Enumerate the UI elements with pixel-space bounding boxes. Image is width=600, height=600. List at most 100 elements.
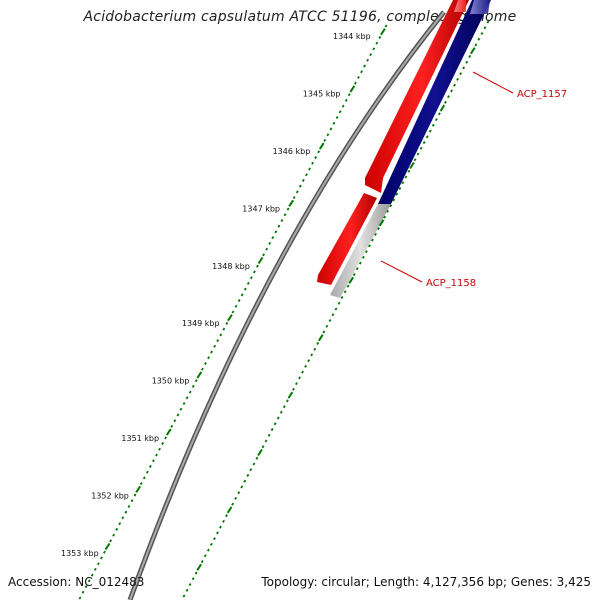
major-tick — [348, 276, 354, 284]
minor-tick — [191, 577, 195, 581]
gene-label-acp-1158[interactable]: ACP_1158 — [426, 278, 476, 289]
minor-tick — [317, 150, 321, 154]
minor-tick — [292, 387, 295, 391]
minor-tick — [216, 339, 220, 343]
minor-tick — [170, 424, 174, 428]
minor-tick — [87, 579, 91, 583]
minor-tick — [486, 20, 490, 24]
minor-tick — [329, 127, 333, 131]
major-tick — [288, 199, 294, 207]
minor-tick — [422, 141, 426, 145]
minor-tick — [355, 267, 359, 271]
minor-tick — [326, 133, 330, 137]
minor-tick — [447, 95, 450, 99]
minor-tick — [298, 376, 301, 380]
minor-tick — [118, 522, 122, 526]
minor-tick — [371, 238, 374, 242]
minor-tick — [374, 232, 377, 236]
major-tick — [104, 542, 111, 551]
minor-tick — [444, 100, 447, 104]
minor-tick — [325, 324, 329, 328]
major-tick — [349, 85, 356, 93]
minor-tick — [301, 370, 304, 374]
minor-tick — [234, 496, 238, 500]
minor-tick — [213, 344, 217, 348]
minor-tick — [265, 247, 269, 251]
gene-acp-1158-forward[interactable] — [317, 193, 377, 285]
minor-tick — [240, 485, 244, 489]
minor-tick — [283, 213, 287, 217]
minor-tick — [450, 89, 453, 93]
major-tick — [226, 506, 233, 514]
minor-tick — [219, 333, 223, 337]
gene-acp-1157-complement[interactable] — [378, 0, 491, 204]
minor-tick — [292, 196, 296, 200]
genome-backbone-highlight — [129, 11, 445, 600]
minor-tick — [249, 276, 253, 280]
minor-tick — [286, 207, 290, 211]
minor-tick — [372, 47, 376, 51]
minor-tick — [158, 447, 161, 451]
minor-tick — [465, 60, 469, 64]
minor-tick — [392, 198, 396, 202]
minor-tick — [243, 479, 247, 483]
minor-tick — [161, 442, 165, 446]
minor-tick — [437, 112, 441, 116]
major-tick — [380, 28, 386, 36]
minor-tick — [434, 118, 438, 122]
minor-tick — [127, 505, 131, 508]
minor-tick — [267, 433, 271, 437]
tick-row-outer — [78, 24, 388, 600]
minor-tick — [103, 550, 106, 554]
minor-tick — [277, 224, 281, 228]
callout-line-acp-1158 — [380, 260, 423, 283]
minor-tick — [194, 379, 198, 383]
minor-tick — [428, 129, 432, 133]
minor-tick — [310, 353, 314, 357]
minor-tick — [90, 573, 94, 577]
gene-label-acp-1157[interactable]: ACP_1157 — [517, 89, 567, 100]
minor-tick — [234, 304, 238, 308]
kbp-label: 1347 kbp — [242, 204, 280, 213]
minor-tick — [404, 175, 408, 179]
minor-tick — [231, 502, 235, 506]
genome-backbone — [127, 10, 446, 600]
minor-tick — [340, 296, 344, 299]
minor-tick — [313, 347, 317, 351]
minor-tick — [282, 405, 286, 409]
minor-tick — [179, 407, 183, 411]
minor-tick — [81, 590, 85, 594]
kbp-label: 1345 kbp — [303, 89, 341, 98]
accession-label: Accession: NC_012483 — [8, 575, 145, 589]
minor-tick — [200, 560, 204, 564]
minor-tick — [311, 161, 314, 165]
minor-tick — [274, 230, 278, 234]
minor-tick — [261, 445, 265, 449]
minor-tick — [188, 583, 192, 586]
major-tick — [227, 314, 233, 322]
minor-tick — [353, 81, 357, 85]
minor-tick — [270, 428, 274, 432]
gene-acp-1158-complement[interactable] — [330, 204, 391, 298]
minor-tick — [279, 410, 283, 414]
minor-tick — [346, 284, 350, 288]
kbp-label: 1353 kbp — [61, 549, 99, 558]
major-tick — [287, 391, 294, 399]
minor-tick — [152, 459, 155, 463]
minor-tick — [212, 537, 216, 541]
minor-tick — [121, 516, 125, 520]
major-tick — [318, 334, 324, 342]
minor-tick — [148, 464, 152, 468]
minor-tick — [413, 158, 417, 162]
genome-stats-label: Topology: circular; Length: 4,127,356 bp… — [261, 575, 591, 589]
minor-tick — [139, 482, 143, 486]
gene-acp-1157-forward[interactable] — [365, 0, 469, 193]
major-tick — [135, 485, 141, 493]
minor-tick — [176, 413, 180, 417]
minor-tick — [314, 156, 318, 160]
minor-tick — [216, 531, 219, 535]
minor-tick — [334, 307, 338, 311]
minor-tick — [316, 341, 320, 345]
minor-tick — [328, 319, 332, 322]
major-tick — [470, 47, 476, 55]
